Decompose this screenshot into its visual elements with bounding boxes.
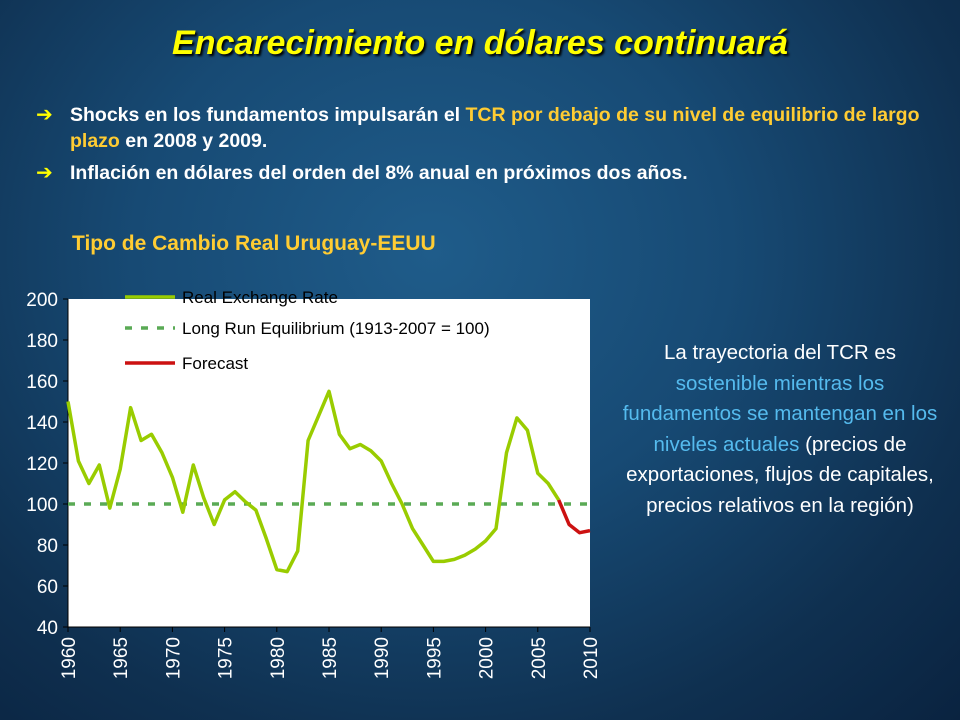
bullet-text: Shocks en los fundamentos impulsarán el <box>70 104 466 126</box>
x-tick-label: 1960 <box>59 637 80 679</box>
bullet-list: ➔ Shocks en los fundamentos impulsarán e… <box>36 102 936 192</box>
series-line <box>66 389 561 574</box>
y-tick-label: 80 <box>37 536 58 557</box>
x-tick-label: 1995 <box>424 637 445 679</box>
x-tick-label: 2000 <box>477 637 498 679</box>
y-tick-label: 160 <box>26 372 58 393</box>
x-tick-label: 2010 <box>581 637 602 679</box>
arrow-right-icon: ➔ <box>36 162 53 184</box>
bullet-item: ➔ Inflación en dólares del orden del 8% … <box>36 160 936 186</box>
y-tick-label: 40 <box>37 618 58 639</box>
legend-label: Real Exchange Rate <box>182 288 338 307</box>
x-tick-label: 2005 <box>529 637 550 679</box>
side-note: La trayectoria del TCR es sostenible mie… <box>615 338 945 521</box>
x-tick-label: 1970 <box>163 637 184 679</box>
y-tick-label: 120 <box>26 454 58 475</box>
arrow-right-icon: ➔ <box>36 104 53 126</box>
x-tick-label: 1965 <box>111 637 132 679</box>
slide-title: Encarecimiento en dólares continuará <box>172 24 788 62</box>
y-tick-label: 60 <box>37 577 58 598</box>
plot-area <box>68 299 590 627</box>
x-tick-label: 1980 <box>268 637 289 679</box>
note-highlight: sostenible mientras los fundamentos se m… <box>622 371 938 456</box>
bullet-item: ➔ Shocks en los fundamentos impulsarán e… <box>36 102 936 154</box>
x-tick-label: 1975 <box>216 637 237 679</box>
chart-title: Tipo de Cambio Real Uruguay-EEUU <box>72 232 436 255</box>
y-tick-label: 180 <box>26 331 58 352</box>
bullet-text: en 2008 y 2009. <box>119 130 268 152</box>
y-tick-label: 100 <box>26 495 58 516</box>
y-tick-label: 140 <box>26 413 58 434</box>
x-tick-label: 1990 <box>372 637 393 679</box>
y-tick-label: 200 <box>26 290 58 311</box>
line-chart: 40 60 80 100 120 140 160 180 200 1960 1965 1970 1975… <box>26 288 602 679</box>
x-tick-label: 1985 <box>320 637 341 679</box>
note-text: (precios de exportaciones, flujos de cap… <box>626 432 934 517</box>
bullet-text: Inflación en dólares del orden del 8% an… <box>70 162 688 184</box>
bullet-highlight: TCR por debajo de su nivel de equilibrio… <box>70 104 920 152</box>
legend-label: Long Run Equilibrium (1913-2007 = 100) <box>182 319 490 338</box>
series-line <box>557 499 591 535</box>
note-text: La trayectoria del TCR es <box>663 341 897 364</box>
legend-label: Forecast <box>182 354 248 373</box>
